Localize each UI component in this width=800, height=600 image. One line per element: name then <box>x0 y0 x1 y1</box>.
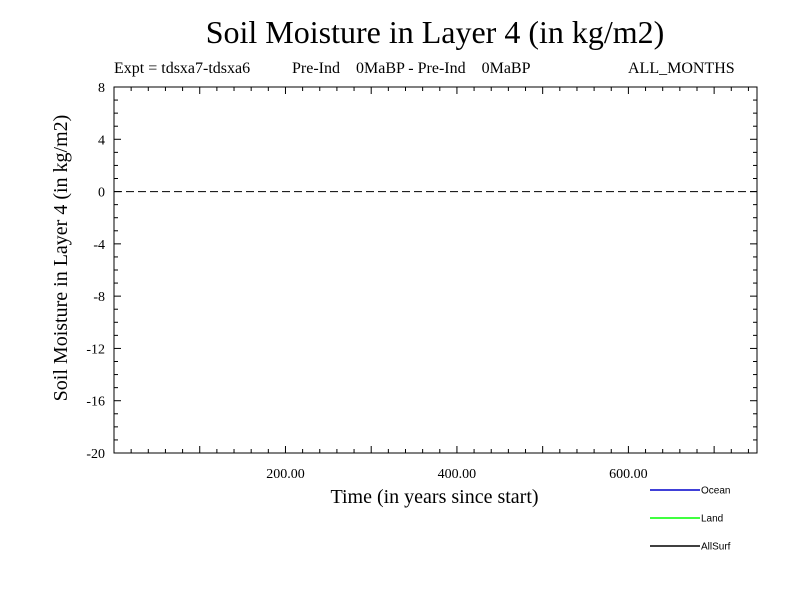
x-tick-label: 400.00 <box>438 467 477 482</box>
y-tick-label: -12 <box>86 342 105 357</box>
x-axis-label: Time (in years since start) <box>330 486 538 508</box>
chart-subtitle-months: ALL_MONTHS <box>628 60 735 77</box>
y-axis-label: Soil Moisture in Layer 4 (in kg/m2) <box>50 115 72 402</box>
y-tick-label: -8 <box>93 290 105 305</box>
y-tick-label: 8 <box>98 81 105 96</box>
legend-label-ocean: Ocean <box>701 486 730 497</box>
y-tick-label: -4 <box>93 238 105 253</box>
x-tick-label: 200.00 <box>266 467 305 482</box>
chart-subtitle-experiment: Expt = tdsxa7-tdsxa6 <box>114 60 251 77</box>
y-tick-label: -16 <box>86 395 105 410</box>
legend-label-land: Land <box>701 514 723 525</box>
legend-label-allsurf: AllSurf <box>701 542 731 553</box>
labels-layer: 8 4 0 -4 -8 -12 -16 -20 200.00 400.00 600.00 Time (… <box>50 81 648 508</box>
y-tick-label: 4 <box>98 133 105 148</box>
legend-layer: Ocean Land AllSurf <box>650 486 731 553</box>
chart-title: Soil Moisture in Layer 4 (in kg/m2) <box>205 14 665 50</box>
x-tick-label: 600.00 <box>609 467 648 482</box>
chart-subtitle-periods: Pre-Ind 0MaBP - Pre-Ind 0MaBP <box>292 60 531 77</box>
y-tick-label: -20 <box>86 447 105 462</box>
y-tick-label: 0 <box>98 186 105 201</box>
axes-layer <box>113 86 758 454</box>
plot-frame <box>113 86 758 454</box>
